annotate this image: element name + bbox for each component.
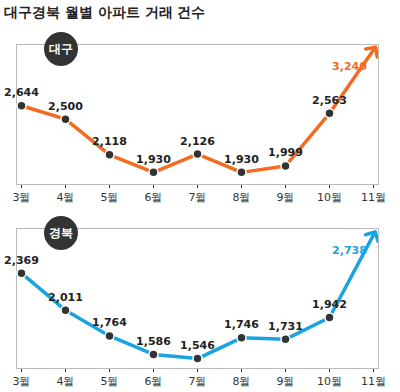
svg-text:5월: 5월	[101, 375, 119, 388]
svg-text:1,731: 1,731	[268, 320, 303, 333]
svg-text:11월: 11월	[361, 375, 386, 388]
svg-text:1,930: 1,930	[224, 153, 259, 166]
svg-text:2,126: 2,126	[180, 135, 215, 148]
svg-text:1,546: 1,546	[180, 339, 215, 352]
svg-text:1,764: 1,764	[92, 316, 127, 329]
svg-text:3월: 3월	[13, 191, 31, 204]
svg-text:4월: 4월	[57, 375, 75, 388]
svg-text:11월: 11월	[361, 191, 386, 204]
svg-text:6월: 6월	[145, 375, 163, 388]
svg-text:10월: 10월	[317, 191, 342, 204]
svg-text:2,118: 2,118	[92, 135, 127, 148]
svg-text:3,240: 3,240	[332, 60, 367, 73]
svg-text:3월: 3월	[13, 375, 31, 388]
svg-text:10월: 10월	[317, 375, 342, 388]
svg-text:8월: 8월	[233, 191, 251, 204]
svg-text:9월: 9월	[277, 375, 295, 388]
svg-text:2,369: 2,369	[4, 254, 39, 267]
svg-text:2,011: 2,011	[48, 291, 83, 304]
svg-text:9월: 9월	[277, 191, 295, 204]
svg-text:8월: 8월	[233, 375, 251, 388]
html-text:대구경북 월별 아파트 거래 건수: 대구경북 월별 아파트 거래 건수	[4, 4, 206, 20]
svg-text:7월: 7월	[189, 375, 207, 388]
svg-text:4월: 4월	[57, 191, 75, 204]
svg-text:1,586: 1,586	[136, 335, 171, 348]
svg-text:1,942: 1,942	[312, 298, 347, 311]
svg-text:1,746: 1,746	[224, 318, 259, 331]
svg-text:1,999: 1,999	[268, 146, 303, 159]
svg-text:2,644: 2,644	[4, 86, 39, 99]
svg-text:2,738: 2,738	[332, 244, 367, 257]
html-text:경북: 경북	[49, 226, 73, 240]
html-text:대구: 대구	[49, 42, 73, 56]
svg-text:5월: 5월	[101, 191, 119, 204]
svg-text:2,500: 2,500	[48, 100, 83, 113]
svg-text:2,563: 2,563	[312, 94, 347, 107]
svg-text:7월: 7월	[189, 191, 207, 204]
svg-text:1,930: 1,930	[136, 153, 171, 166]
svg-text:6월: 6월	[145, 191, 163, 204]
